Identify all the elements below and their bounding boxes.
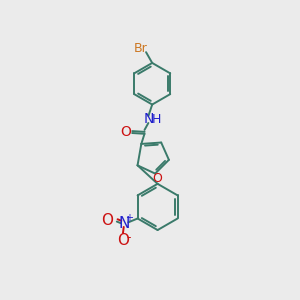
Text: Br: Br xyxy=(134,42,148,55)
Text: +: + xyxy=(125,214,133,224)
Text: H: H xyxy=(152,113,161,126)
Text: O: O xyxy=(117,233,129,248)
Text: N: N xyxy=(118,216,129,231)
Text: O: O xyxy=(121,125,131,139)
Text: O: O xyxy=(152,172,162,185)
Text: O: O xyxy=(102,212,114,227)
Text: -: - xyxy=(127,231,131,244)
Text: N: N xyxy=(143,112,154,126)
